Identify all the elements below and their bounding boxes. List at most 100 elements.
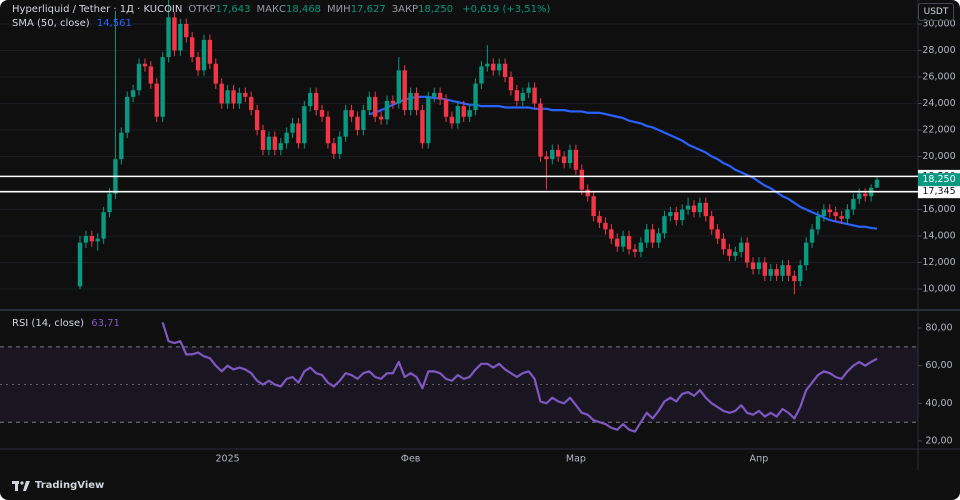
candle-body — [302, 106, 307, 144]
candle-body — [213, 63, 218, 84]
candle-body — [290, 123, 295, 133]
candle-body — [249, 96, 254, 111]
candle-body — [266, 136, 272, 150]
line-series — [161, 322, 878, 433]
field-label: ОТКР — [188, 4, 216, 15]
candle-body — [201, 39, 207, 71]
candle-body — [644, 229, 649, 243]
candle-body — [821, 209, 827, 217]
candle-body — [254, 110, 260, 130]
candle-body — [851, 198, 856, 210]
y-tick-label: 16,000 — [922, 204, 955, 215]
candle-body — [272, 136, 278, 150]
candle-body — [107, 193, 112, 213]
rsi-pane — [0, 322, 918, 433]
y-tick-label: 20,00 — [925, 436, 952, 447]
candle-body — [372, 96, 378, 117]
candle-body — [727, 249, 732, 256]
candle-body — [142, 63, 148, 67]
candle-body — [845, 209, 850, 219]
field-label: МАКС — [256, 4, 287, 15]
x-tick-label: 2025 — [215, 454, 239, 465]
y-tick-label: 40,00 — [925, 398, 952, 409]
candle-body — [467, 110, 472, 117]
last-price-label: 18,250 — [922, 174, 955, 185]
candle-body — [443, 99, 449, 117]
candle-body — [319, 110, 325, 117]
candle-body — [225, 90, 230, 104]
candle-body — [668, 212, 673, 217]
field-value: 18,468 — [286, 4, 322, 15]
candle-body — [296, 123, 301, 144]
candle-body — [331, 143, 337, 154]
candle-body — [715, 229, 720, 239]
candle-body — [349, 110, 354, 117]
candle-body — [556, 149, 561, 157]
candle-body — [615, 238, 620, 247]
field-value: 18,250 — [418, 4, 454, 15]
candle-body — [414, 92, 419, 111]
candle-body — [538, 103, 543, 157]
candle-body — [685, 205, 691, 210]
sma-name: SMA (50, close) — [12, 18, 90, 29]
brand-logo — [12, 480, 30, 491]
candle-body — [656, 233, 661, 243]
candle-body — [514, 90, 520, 101]
field-label: МИН — [327, 4, 351, 15]
currency-button[interactable]: USDT — [918, 3, 954, 21]
candle-body — [739, 242, 744, 252]
y-tick-label: 14,000 — [922, 230, 955, 241]
candle-body — [697, 202, 703, 213]
y-tick-label: 12,000 — [922, 257, 955, 268]
candle-body — [402, 70, 407, 111]
price-pane — [0, 0, 918, 295]
y-tick-label: 26,000 — [922, 71, 955, 82]
candle-body — [703, 202, 708, 217]
candle-body — [691, 205, 697, 213]
candle-body — [833, 212, 838, 217]
candle-body — [874, 179, 880, 188]
candle-body — [774, 269, 779, 276]
field-value: 17,627 — [350, 4, 386, 15]
candle-body — [857, 193, 862, 199]
candle-body — [508, 76, 514, 91]
candle-body — [95, 238, 100, 242]
change: +0,619 (+3,51%) — [462, 4, 551, 15]
candle-body — [337, 136, 342, 154]
candle-body — [160, 57, 165, 117]
candle-body — [485, 63, 490, 67]
x-tick-label: Апр — [750, 454, 769, 465]
candle-body — [815, 216, 821, 230]
candle-body — [786, 265, 791, 276]
x-tick-label: Фев — [401, 454, 421, 465]
candle-body — [378, 116, 384, 120]
candle-body — [308, 92, 313, 107]
candle-body — [709, 216, 714, 230]
candle-body — [408, 92, 413, 111]
candle-body — [325, 116, 331, 144]
candle-body — [567, 149, 573, 164]
rsi-legend: RSI (14, close) 63,71 — [12, 318, 120, 329]
candle-body — [650, 229, 655, 243]
candle-body — [455, 106, 461, 124]
candle-body — [479, 66, 484, 84]
y-tick-label: 28,000 — [922, 45, 955, 56]
candle-body — [733, 251, 738, 256]
candle-body — [768, 269, 773, 276]
candle-body — [585, 189, 590, 197]
candle-body — [89, 235, 95, 242]
candle-body — [674, 212, 679, 221]
candle-body — [827, 209, 832, 213]
candle-body — [526, 87, 531, 93]
candle-body — [154, 83, 159, 117]
candle-body — [839, 216, 844, 219]
axes: 10,000 12,000 14,000 16,000 20,000 22,000 24,0… — [215, 18, 960, 465]
candle-body — [780, 265, 785, 276]
candle-body — [561, 156, 567, 164]
rsi-band — [0, 346, 918, 423]
candle-body — [343, 110, 348, 137]
candle-body — [426, 96, 431, 144]
candle-body — [603, 222, 608, 230]
candle-body — [550, 149, 555, 160]
